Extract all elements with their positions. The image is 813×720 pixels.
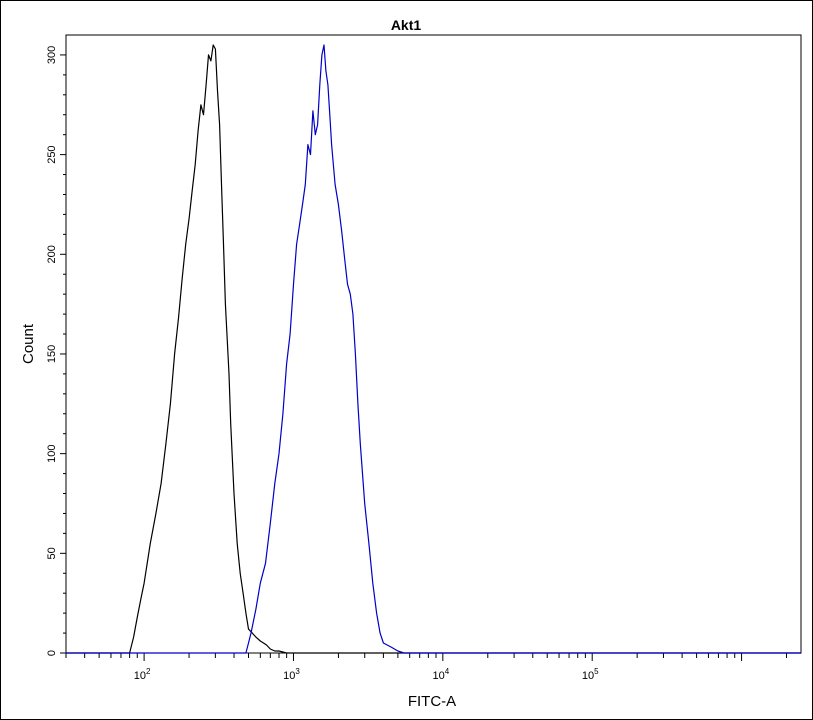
y-tick-label: 250	[46, 145, 58, 163]
x-tick-label: 104	[432, 667, 449, 682]
y-tick-label: 200	[46, 245, 58, 263]
x-tick-exponent: 3	[295, 667, 300, 676]
series-line-blue	[66, 44, 801, 654]
y-tick-label: 100	[46, 444, 58, 462]
x-tick-exponent: 2	[146, 667, 151, 676]
y-tick-label: 0	[46, 650, 58, 656]
series-group	[66, 44, 801, 654]
chart-title: Akt1	[391, 17, 422, 33]
x-tick-label: 103	[283, 667, 300, 682]
x-tick-exponent: 4	[445, 667, 450, 676]
y-tick-label: 50	[46, 547, 58, 559]
x-tick-label: 102	[134, 667, 151, 682]
x-axis: 102 103 104 105	[65, 653, 788, 682]
x-axis-title: FITC-A	[408, 693, 456, 710]
series-line-black	[66, 44, 801, 654]
x-tick-base: 10	[582, 670, 594, 682]
x-tick-base: 10	[134, 670, 146, 682]
y-tick-label: 300	[46, 46, 58, 64]
x-tick-base: 10	[283, 670, 295, 682]
y-axis-title: Count	[20, 323, 37, 364]
y-tick-label: 150	[46, 345, 58, 363]
x-tick-exponent: 5	[594, 667, 599, 676]
y-axis: 0 50 100 150 200 250 300	[46, 46, 66, 656]
plot-area	[65, 34, 802, 654]
x-tick-label: 105	[582, 667, 599, 682]
x-tick-base: 10	[432, 670, 444, 682]
